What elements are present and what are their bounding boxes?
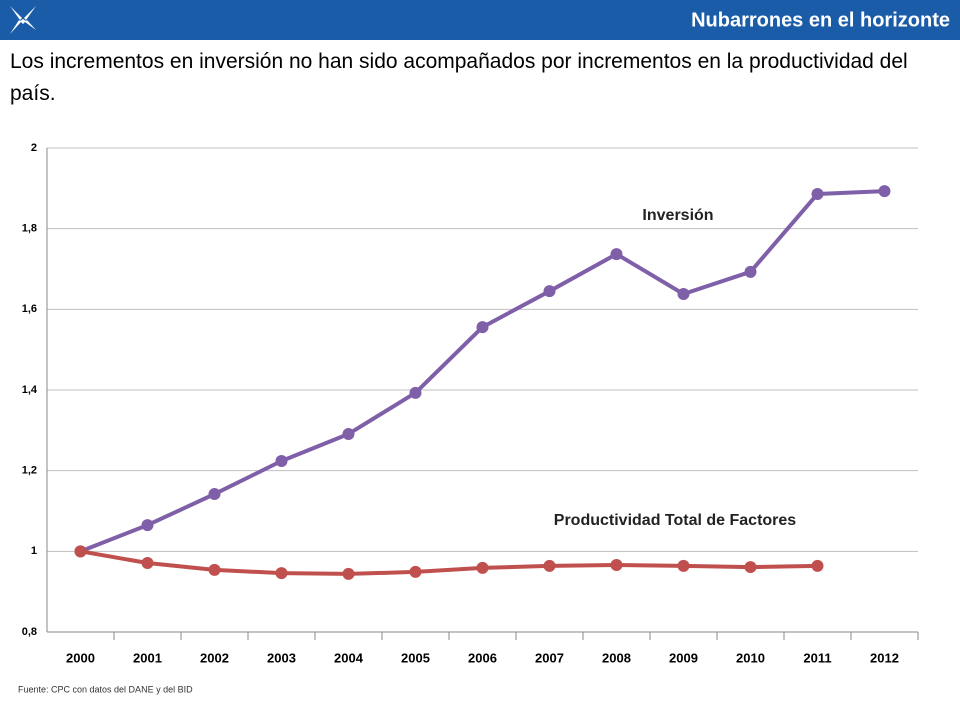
header-title: Nubarrones en el horizonte	[691, 9, 950, 31]
data-point	[543, 285, 556, 298]
data-point	[476, 561, 489, 574]
y-tick-label: 1,4	[22, 384, 38, 396]
subtitle-box: Los incrementos en inversión no han sido…	[10, 50, 908, 105]
data-point	[610, 248, 623, 261]
y-tick-label: 1	[31, 545, 37, 557]
data-point	[677, 559, 690, 572]
data-point	[409, 386, 422, 399]
x-tick-label: 2010	[736, 650, 765, 665]
data-point	[275, 567, 288, 580]
series-label: Inversión	[642, 207, 713, 224]
data-point	[878, 185, 891, 198]
data-point	[476, 321, 489, 334]
data-point	[342, 567, 355, 580]
x-tick-label: 2003	[267, 650, 296, 665]
y-tick-label: 1,6	[22, 303, 37, 315]
data-point	[811, 559, 824, 572]
chart-title: Los incrementos en inversión no han sido…	[10, 50, 908, 105]
data-point	[610, 559, 623, 572]
data-point	[342, 427, 355, 440]
x-tick-label: 2002	[200, 650, 229, 665]
x-tick-label: 2009	[669, 650, 698, 665]
header-bar	[0, 0, 960, 40]
x-tick-label: 2007	[535, 650, 564, 665]
y-tick-label: 2	[31, 142, 37, 154]
data-point	[141, 557, 154, 570]
y-tick-label: 1,2	[22, 465, 37, 477]
series-line	[80, 549, 818, 576]
data-point	[275, 454, 288, 467]
data-point	[141, 519, 154, 532]
x-tick-label: 2000	[66, 650, 95, 665]
x-tick-label: 2005	[401, 650, 430, 665]
x-tick-label: 2006	[468, 650, 497, 665]
data-point	[543, 559, 556, 572]
data-point	[409, 565, 422, 578]
source-note: Fuente: CPC con datos del DANE y del BID	[18, 684, 193, 694]
x-tick-label: 2011	[803, 650, 831, 665]
x-tick-label: 2001	[133, 650, 162, 665]
data-point	[74, 545, 87, 558]
data-point	[677, 288, 690, 301]
x-tick-label: 2012	[870, 650, 899, 665]
data-point	[208, 488, 221, 501]
y-tick-label: 1,8	[22, 223, 37, 235]
data-point	[744, 561, 757, 574]
series-line	[79, 189, 885, 554]
series-label: Productividad Total de Factores	[554, 512, 797, 529]
data-point	[811, 187, 824, 200]
logo	[10, 6, 36, 34]
y-tick-label: 0,8	[22, 626, 37, 638]
data-point	[744, 265, 757, 278]
data-point	[208, 563, 221, 576]
x-tick-label: 2008	[602, 650, 631, 665]
x-tick-label: 2004	[334, 650, 364, 665]
